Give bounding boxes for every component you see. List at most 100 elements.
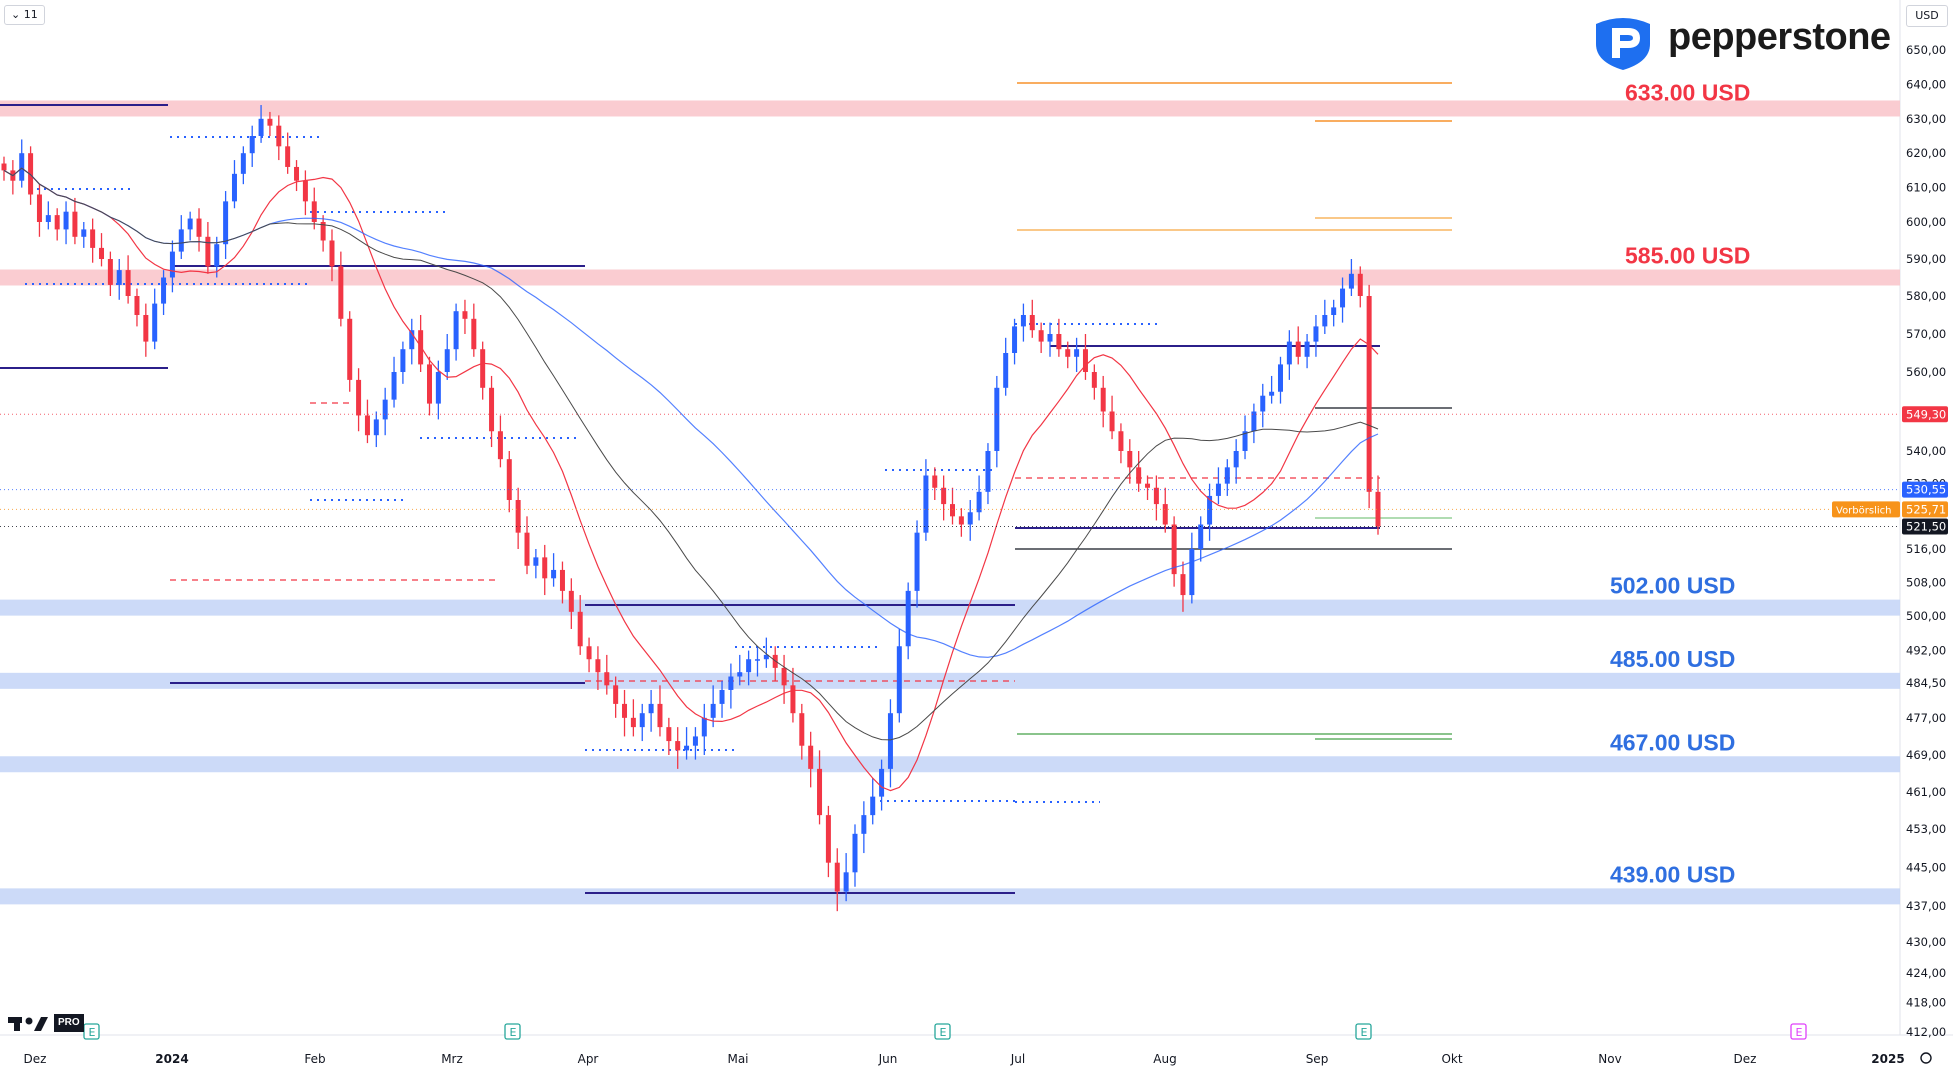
x-label-0: Dez xyxy=(24,1052,47,1066)
price-badge-text-0: 549,30 xyxy=(1906,407,1946,421)
candle-body-117 xyxy=(1038,330,1044,342)
candle-body-100 xyxy=(887,713,893,769)
level-band-5 xyxy=(0,888,1900,905)
candle-body-26 xyxy=(231,173,237,202)
candle-body-6 xyxy=(54,215,60,230)
brand-logo: pepperstone xyxy=(1588,10,1898,72)
ma-black-line xyxy=(3,167,1379,741)
candle-body-109 xyxy=(967,512,973,525)
candle-body-38 xyxy=(338,266,344,319)
currency-selector[interactable]: USD xyxy=(1906,5,1948,27)
candle-body-25 xyxy=(223,201,229,245)
candle-body-46 xyxy=(409,330,415,350)
candle-body-138 xyxy=(1224,467,1230,484)
level-label-4: 467.00 USD xyxy=(1610,729,1735,755)
x-label-1: 2024 xyxy=(155,1052,188,1066)
y-tick-24: 424,00 xyxy=(1906,966,1946,980)
candle-body-92 xyxy=(817,768,823,816)
candle-body-54 xyxy=(480,349,486,388)
candle-body-102 xyxy=(905,590,911,647)
candle-body-90 xyxy=(799,713,805,746)
candle-body-34 xyxy=(302,180,308,202)
y-tick-2: 630,00 xyxy=(1906,112,1946,126)
candle-body-81 xyxy=(719,689,725,704)
candle-body-131 xyxy=(1162,504,1168,525)
candle-body-18 xyxy=(161,277,167,304)
candle-body-45 xyxy=(400,349,406,372)
candle-body-107 xyxy=(950,504,956,517)
y-tick-14: 500,00 xyxy=(1906,609,1946,623)
candle-body-32 xyxy=(285,146,291,167)
candle-body-35 xyxy=(311,201,317,222)
candle-body-124 xyxy=(1100,387,1106,412)
candle-body-29 xyxy=(258,118,264,136)
candle-body-151 xyxy=(1340,288,1346,308)
x-label-13: 2025 xyxy=(1871,1052,1904,1066)
candle-body-86 xyxy=(763,654,769,660)
price-badge-text-3: 521,50 xyxy=(1906,520,1946,534)
candle-body-74 xyxy=(657,703,663,728)
candle-body-37 xyxy=(329,240,335,267)
candle-body-5 xyxy=(45,215,51,222)
x-label-2: Feb xyxy=(304,1052,325,1066)
candle-body-23 xyxy=(205,236,211,267)
candle-body-119 xyxy=(1056,334,1062,350)
candle-body-114 xyxy=(1012,326,1018,353)
candle-body-97 xyxy=(861,815,867,834)
candle-body-123 xyxy=(1091,372,1097,388)
candle-body-79 xyxy=(701,717,707,737)
y-tick-16: 484,50 xyxy=(1906,676,1946,690)
candle-body-65 xyxy=(577,611,583,647)
candle-body-48 xyxy=(426,364,432,404)
candle-body-108 xyxy=(958,516,964,525)
y-tick-0: 650,00 xyxy=(1906,43,1946,57)
brand-name: pepperstone xyxy=(1668,16,1891,58)
candle-body-96 xyxy=(852,833,858,873)
candle-body-93 xyxy=(825,815,831,863)
candle-body-33 xyxy=(294,166,300,181)
price-badge-text-2: 525,71 xyxy=(1906,502,1946,516)
candle-body-4 xyxy=(36,194,42,222)
candle-body-56 xyxy=(497,431,503,460)
y-tick-13: 508,00 xyxy=(1906,576,1946,590)
y-tick-1: 640,00 xyxy=(1906,77,1946,91)
candle-body-75 xyxy=(666,727,672,742)
candle-body-127 xyxy=(1127,451,1133,468)
y-tick-23: 430,00 xyxy=(1906,935,1946,949)
candle-body-133 xyxy=(1180,574,1186,596)
interval-selector[interactable]: ⌄ 11 xyxy=(4,5,45,25)
candle-body-39 xyxy=(347,318,353,380)
candle-body-7 xyxy=(63,211,69,230)
candle-body-12 xyxy=(107,259,113,285)
candle-body-17 xyxy=(152,303,158,342)
candle-body-36 xyxy=(320,222,326,241)
y-tick-18: 469,00 xyxy=(1906,748,1946,762)
candle-body-52 xyxy=(462,311,468,319)
candle-body-116 xyxy=(1029,315,1035,331)
settings-gear-icon[interactable] xyxy=(1920,1052,1932,1064)
candle-body-94 xyxy=(834,862,840,892)
candle-body-149 xyxy=(1322,315,1328,327)
level-band-0 xyxy=(0,100,1900,117)
price-badge-3 xyxy=(1902,518,1948,535)
y-tick-19: 461,00 xyxy=(1906,785,1946,799)
earnings-marker-label-3: E xyxy=(1361,1026,1368,1039)
candle-body-73 xyxy=(648,703,654,714)
candle-body-69 xyxy=(613,685,619,704)
candle-body-62 xyxy=(551,569,557,579)
candle-body-129 xyxy=(1145,483,1151,488)
candle-body-136 xyxy=(1207,495,1213,525)
candle-body-152 xyxy=(1348,273,1354,289)
candle-body-103 xyxy=(914,532,920,591)
candle-body-125 xyxy=(1109,411,1115,432)
candle-body-120 xyxy=(1065,349,1071,357)
premarket-label: Vorbörslich xyxy=(1836,505,1891,516)
y-tick-4: 610,00 xyxy=(1906,181,1946,195)
y-tick-8: 570,00 xyxy=(1906,327,1946,341)
level-band-4 xyxy=(0,756,1900,773)
price-badge-text-1: 530,55 xyxy=(1906,483,1946,497)
y-tick-10: 540,00 xyxy=(1906,444,1946,458)
candle-body-10 xyxy=(90,229,96,248)
price-badge-2 xyxy=(1902,501,1948,518)
